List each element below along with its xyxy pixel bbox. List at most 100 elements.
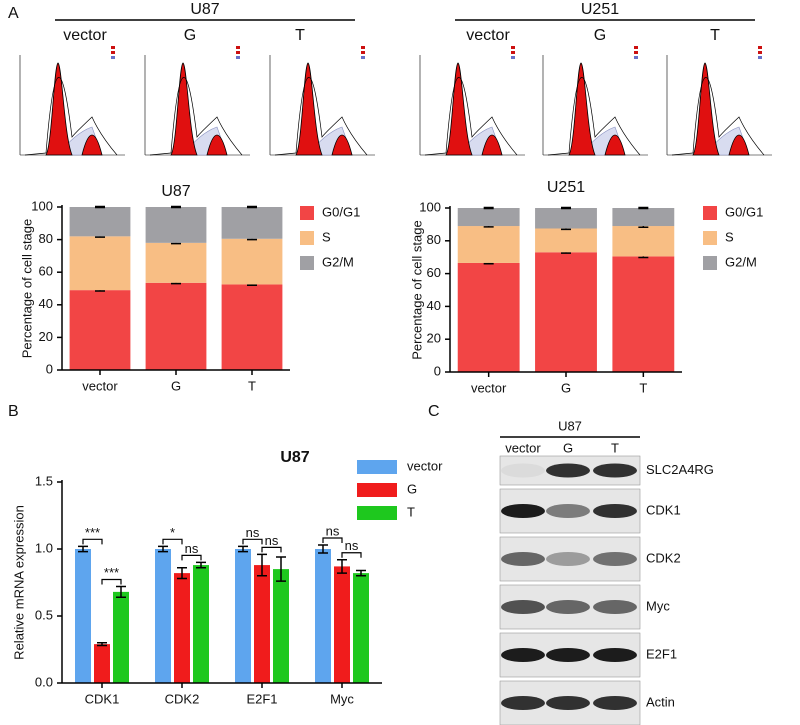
bar (94, 644, 110, 683)
legend-label: T (407, 504, 415, 519)
legend-key (703, 206, 717, 220)
panel-label: A (8, 5, 19, 22)
chart-title: U251 (547, 179, 585, 196)
legend-key (300, 256, 314, 270)
lane-label: T (295, 27, 305, 44)
y-tick-label: 0.0 (35, 674, 53, 689)
y-tick-label: 0.5 (35, 607, 53, 622)
hist-legend-key (511, 46, 515, 49)
x-tick-label: CDK1 (85, 691, 120, 706)
legend-key (300, 206, 314, 220)
y-axis-label: Relative mRNA expression (11, 505, 26, 660)
significance-label: ns (246, 525, 260, 540)
blot-row-label: Myc (646, 598, 670, 613)
y-tick-label: 80 (427, 232, 441, 247)
hist-g1-peak (445, 62, 473, 156)
x-tick-label: T (639, 380, 647, 395)
hist-legend-key (236, 56, 240, 59)
hist-legend-key (361, 51, 365, 54)
hist-g2-peak (728, 134, 750, 156)
blot-band (546, 696, 590, 710)
blot-band (546, 504, 590, 518)
hist-legend-key (511, 56, 515, 59)
blot-band (546, 463, 590, 478)
y-tick-label: 0 (434, 363, 441, 378)
error-bar (196, 561, 206, 569)
y-tick-label: 1.0 (35, 540, 53, 555)
chart-title: U87 (280, 449, 309, 466)
hist-legend-key (758, 56, 762, 59)
y-tick-label: 40 (39, 296, 53, 311)
x-tick-label: vector (471, 380, 507, 395)
bar (193, 565, 209, 683)
blot-band (501, 696, 545, 710)
bar (254, 565, 270, 683)
blot-band (593, 552, 637, 566)
group-title: U251 (581, 1, 619, 18)
hist-legend-key (361, 56, 365, 59)
significance-bracket (261, 546, 282, 553)
legend-label: S (725, 229, 734, 244)
significance-label: *** (104, 565, 119, 580)
hist-legend-key (634, 46, 638, 49)
hist-g1-peak (45, 62, 73, 156)
hist-g1-peak (170, 62, 198, 156)
y-tick-label: 100 (31, 198, 53, 213)
panel-label: C (428, 403, 440, 420)
chart-title: U87 (161, 183, 190, 200)
bar-segment (535, 208, 597, 229)
error-bar (561, 206, 571, 210)
legend-label: G (407, 481, 417, 496)
blot-band (501, 648, 545, 662)
bar-segment (69, 207, 131, 237)
hist-g2-peak (331, 134, 353, 156)
significance-bracket (341, 552, 362, 558)
error-bar (247, 205, 257, 209)
hist-g2-peak (481, 134, 503, 156)
error-bar (177, 567, 187, 580)
bar-segment (145, 207, 207, 243)
y-axis-label: Percentage of cell stage (19, 219, 34, 358)
lane-label: G (594, 27, 606, 44)
bar-segment (221, 284, 283, 370)
blot-row-label: SLC2A4RG (646, 462, 714, 477)
y-tick-label: 60 (39, 264, 53, 279)
hist-legend-key (758, 51, 762, 54)
hist-fit (671, 77, 765, 156)
bar (155, 549, 171, 683)
bar-segment (457, 262, 520, 372)
hist-legend-key (111, 46, 115, 49)
hist-legend-key (236, 46, 240, 49)
x-tick-label: CDK2 (165, 691, 200, 706)
x-tick-label: vector (82, 378, 118, 393)
hist-legend-key (111, 51, 115, 54)
significance-label: *** (85, 525, 100, 540)
bar-segment (145, 242, 207, 283)
x-tick-label: G (561, 380, 571, 395)
hist-legend-key (634, 51, 638, 54)
hist-fit (24, 77, 118, 156)
hist-legend-key (511, 51, 515, 54)
significance-bracket (181, 554, 202, 561)
blot-row-label: Actin (646, 694, 675, 709)
y-tick-label: 20 (39, 329, 53, 344)
lane-label: vector (63, 27, 107, 44)
blot-band (593, 648, 637, 662)
bar (75, 549, 91, 683)
bar-segment (145, 282, 207, 370)
blot-title: U87 (558, 418, 582, 433)
panel-label: B (8, 403, 19, 420)
error-bar (158, 545, 168, 553)
y-tick-label: 60 (427, 265, 441, 280)
y-tick-label: 0 (46, 361, 53, 376)
bar-segment (221, 207, 283, 239)
bar-segment (535, 228, 597, 253)
x-tick-label: E2F1 (246, 691, 277, 706)
error-bar (97, 642, 107, 647)
blot-band (546, 552, 590, 566)
blot-row-label: E2F1 (646, 646, 677, 661)
significance-bracket (101, 578, 122, 585)
significance-label: * (170, 525, 175, 540)
hist-g1-peak (295, 62, 323, 156)
